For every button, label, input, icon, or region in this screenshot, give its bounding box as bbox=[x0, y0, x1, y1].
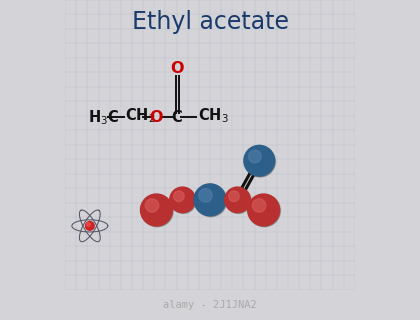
Text: CH$_2$: CH$_2$ bbox=[126, 107, 156, 125]
Circle shape bbox=[86, 221, 94, 230]
Text: O: O bbox=[170, 60, 184, 76]
Circle shape bbox=[245, 146, 276, 177]
Circle shape bbox=[194, 184, 226, 216]
Circle shape bbox=[248, 194, 279, 226]
Text: O: O bbox=[150, 110, 163, 125]
Circle shape bbox=[228, 191, 239, 202]
Circle shape bbox=[145, 199, 159, 212]
Circle shape bbox=[199, 189, 212, 202]
Text: CH$_3$: CH$_3$ bbox=[198, 107, 228, 125]
Circle shape bbox=[244, 145, 275, 176]
Circle shape bbox=[226, 188, 251, 213]
Circle shape bbox=[142, 195, 173, 227]
Circle shape bbox=[249, 195, 281, 227]
Circle shape bbox=[173, 191, 184, 202]
Circle shape bbox=[195, 185, 227, 217]
Circle shape bbox=[171, 188, 196, 213]
Circle shape bbox=[225, 187, 250, 212]
Circle shape bbox=[141, 194, 172, 226]
Text: alamy - 2J1JNA2: alamy - 2J1JNA2 bbox=[163, 300, 257, 310]
Text: C: C bbox=[171, 110, 182, 125]
Circle shape bbox=[252, 199, 266, 212]
Circle shape bbox=[87, 223, 90, 227]
Circle shape bbox=[170, 187, 195, 212]
Text: H$_3$C: H$_3$C bbox=[88, 108, 120, 127]
Text: Ethyl acetate: Ethyl acetate bbox=[131, 10, 289, 34]
Circle shape bbox=[249, 150, 261, 163]
